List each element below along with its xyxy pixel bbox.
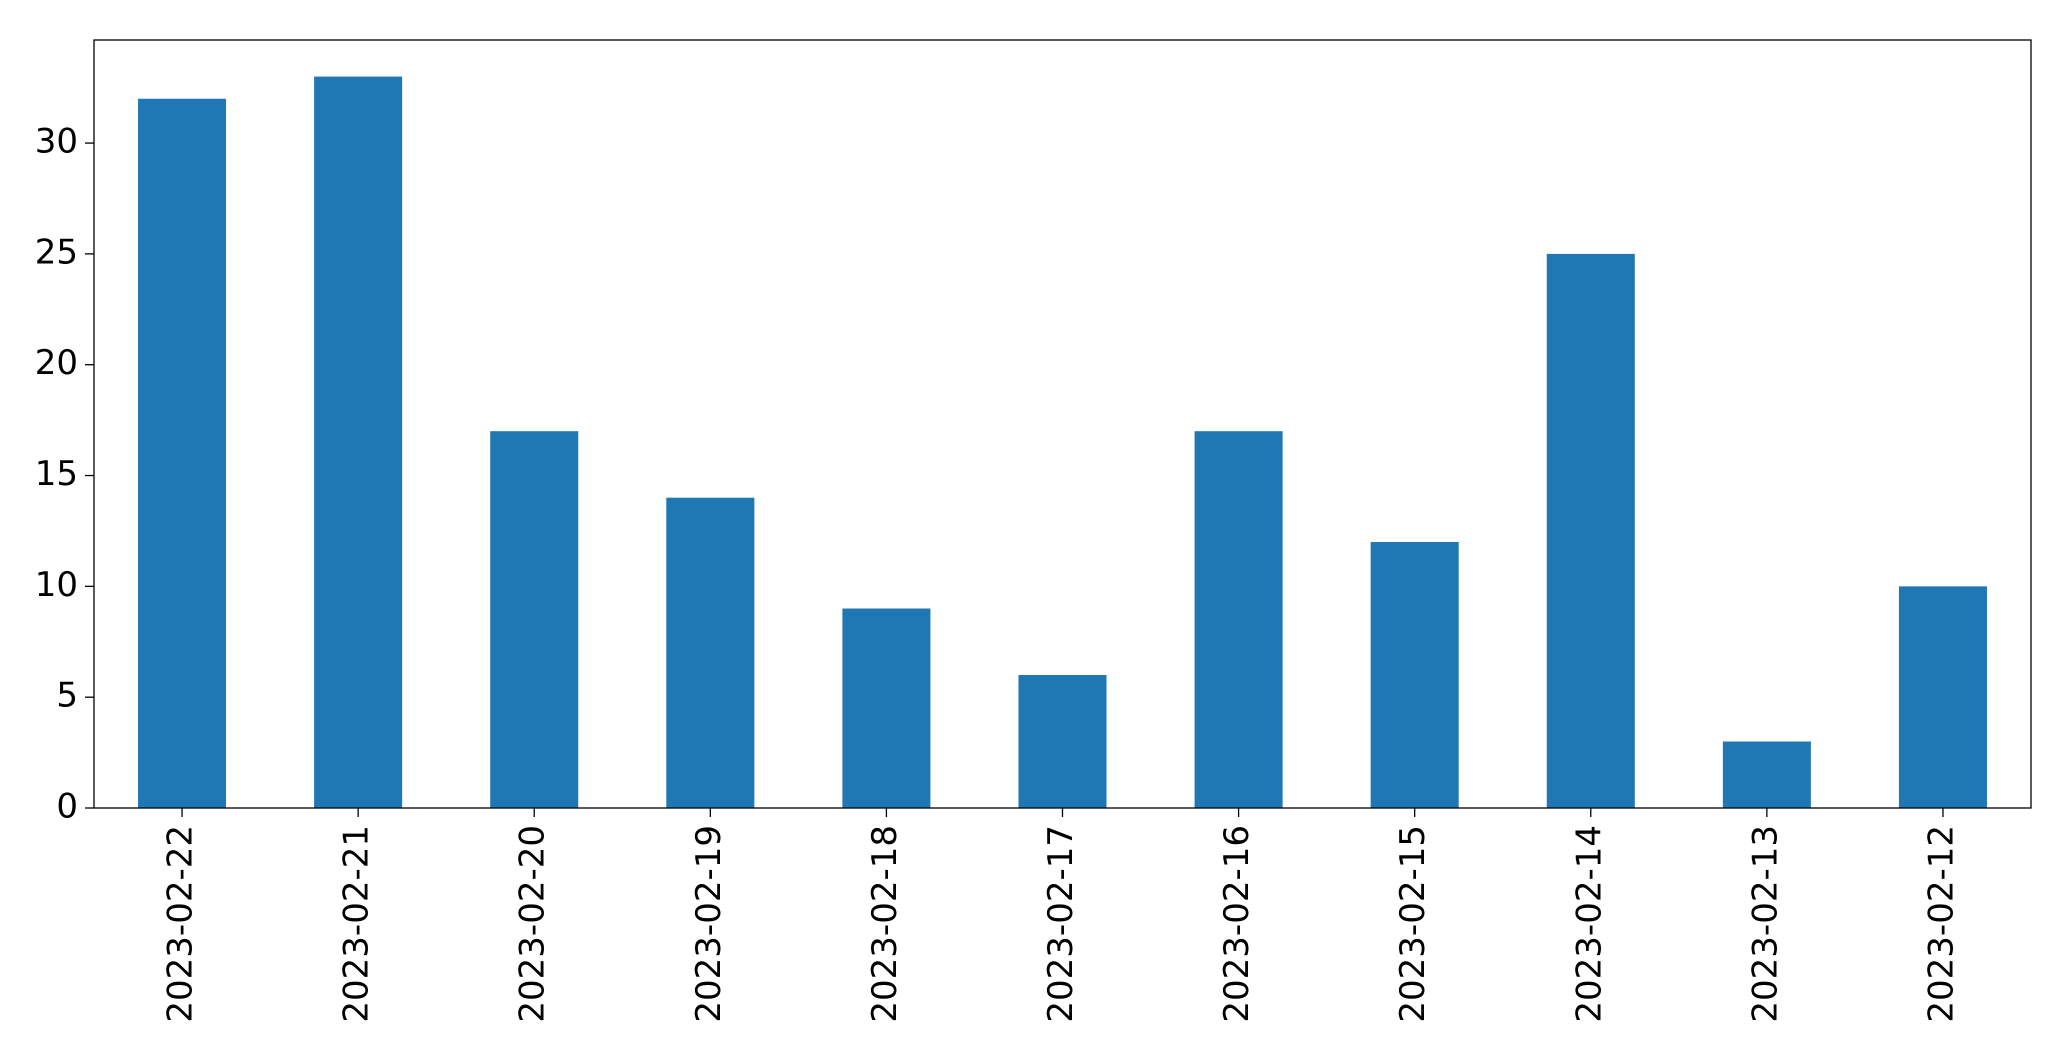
bar	[1546, 253, 1635, 808]
x-tick-label: 2023-02-15	[1393, 825, 1433, 1023]
bar	[490, 431, 579, 808]
x-tick-label: 2023-02-13	[1745, 825, 1785, 1023]
x-tick-label: 2023-02-14	[1569, 825, 1609, 1023]
y-tick-label: 0	[56, 787, 78, 827]
y-tick-label: 15	[35, 454, 78, 494]
plot-frame	[93, 39, 2032, 809]
y-tick-label: 20	[35, 343, 78, 383]
bar	[1018, 675, 1107, 808]
x-tick-label: 2023-02-18	[865, 825, 905, 1023]
bar	[1194, 431, 1283, 808]
x-tick-label: 2023-02-16	[1217, 825, 1257, 1023]
bar	[1370, 542, 1459, 808]
bar	[138, 98, 227, 808]
x-tick-label: 2023-02-19	[689, 825, 729, 1023]
bar	[666, 497, 755, 808]
x-tick-label: 2023-02-21	[337, 825, 377, 1023]
y-tick-label: 5	[56, 676, 78, 716]
bar	[314, 76, 403, 809]
bar	[842, 608, 931, 808]
y-tick-label: 25	[35, 232, 78, 272]
y-tick-label: 30	[35, 122, 78, 162]
x-tick-label: 2023-02-20	[513, 825, 553, 1023]
x-tick-label: 2023-02-12	[1921, 825, 1961, 1023]
x-tick-label: 2023-02-17	[1041, 825, 1081, 1023]
x-tick-label: 2023-02-22	[161, 825, 201, 1023]
bar	[1898, 586, 1987, 808]
y-tick-label: 10	[35, 565, 78, 605]
bar	[1722, 741, 1811, 808]
